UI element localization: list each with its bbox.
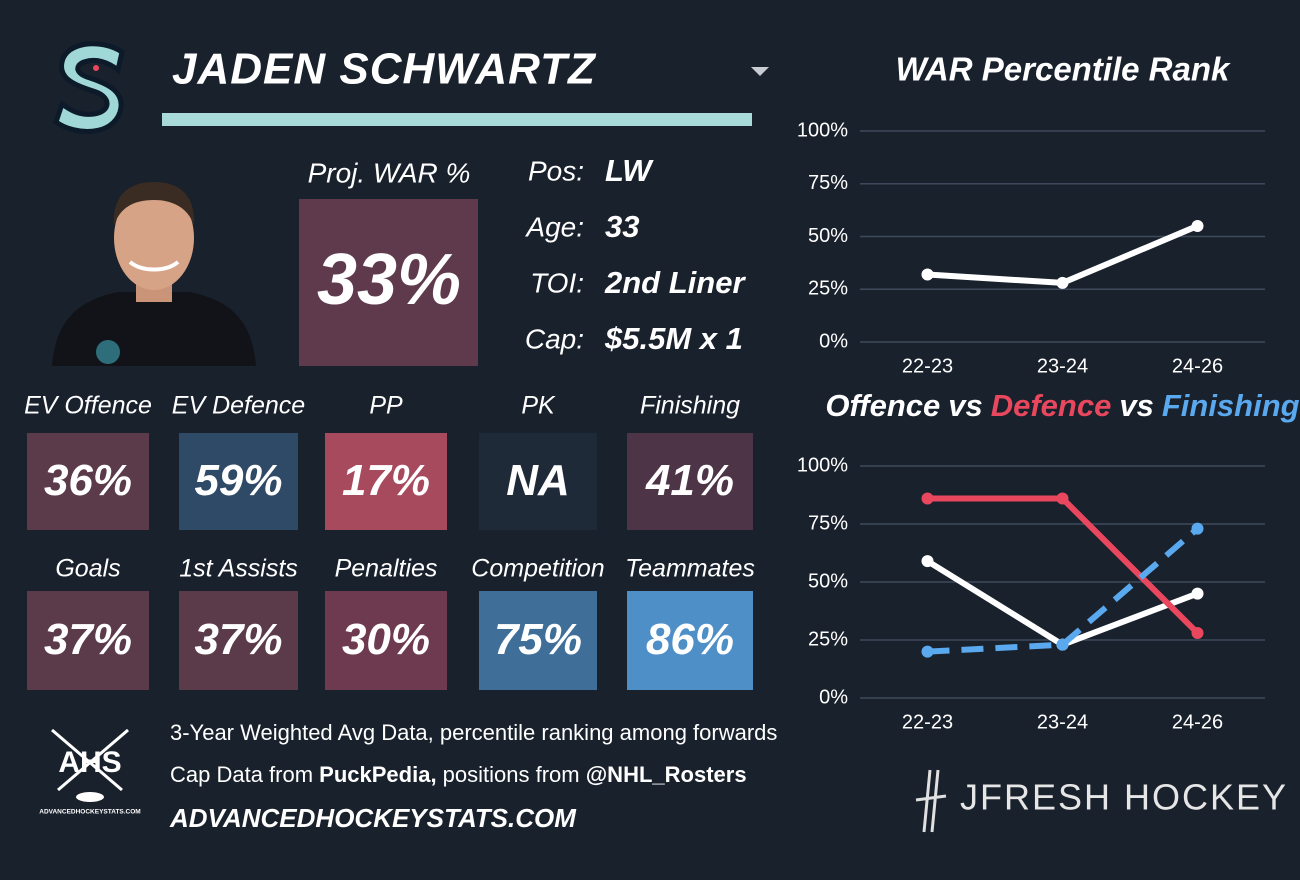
footer-line: Cap Data from PuckPedia, positions from … xyxy=(170,762,747,788)
projection-box xyxy=(299,199,478,366)
tile-label: Teammates xyxy=(625,555,755,583)
brand-logo: JFRESH HOCKEY xyxy=(915,769,1288,833)
y-tick-label: 50% xyxy=(808,225,848,247)
tile-box xyxy=(325,433,447,530)
info-value: 2nd Liner xyxy=(604,265,746,300)
series-point xyxy=(1191,522,1204,535)
tile-value: 36% xyxy=(44,456,132,505)
player-dropdown[interactable] xyxy=(751,67,769,76)
x-tick-label: 23-24 xyxy=(1037,355,1088,377)
tile-label: Penalties xyxy=(335,555,438,583)
legend-separator: vs xyxy=(1119,388,1153,423)
legend-separator: vs xyxy=(948,388,982,423)
player-name: JADEN SCHWARTZ xyxy=(172,45,597,94)
tile-label: PK xyxy=(521,392,556,420)
series-line xyxy=(927,526,1200,655)
series-point xyxy=(1191,219,1204,232)
legend-entry: Offence xyxy=(825,388,940,423)
info-label: TOI: xyxy=(530,267,584,298)
series-point xyxy=(921,268,934,281)
y-tick-label: 50% xyxy=(808,570,848,592)
series-point xyxy=(1056,276,1069,289)
tile-box xyxy=(627,591,753,690)
series-point xyxy=(921,492,934,505)
x-tick-label: 22-23 xyxy=(902,355,953,377)
info-label: Cap: xyxy=(525,323,584,354)
y-tick-label: 75% xyxy=(808,512,848,534)
tile-value: 17% xyxy=(342,456,430,505)
footer-text: PuckPedia, xyxy=(319,762,437,787)
ahs-logo-subtext: ADVANCEDHOCKEYSTATS.COM xyxy=(39,809,140,816)
tile-value: 37% xyxy=(44,615,132,664)
tile-value: 41% xyxy=(645,456,734,505)
info-value: 33 xyxy=(605,209,639,244)
tile-label: Finishing xyxy=(640,392,740,420)
info-value: LW xyxy=(605,153,654,188)
footer-text: 3-Year Weighted Avg Data, percentile ran… xyxy=(170,720,778,745)
tile-value: 59% xyxy=(194,456,282,505)
tile-label: Competition xyxy=(471,555,604,583)
y-tick-label: 25% xyxy=(808,628,848,650)
series-line xyxy=(927,223,1199,286)
y-tick-label: 100% xyxy=(797,454,848,476)
series-point xyxy=(921,645,934,658)
y-tick-label: 25% xyxy=(808,278,848,300)
name-underline xyxy=(162,113,752,126)
series-line xyxy=(925,558,1199,648)
tile-value: NA xyxy=(506,456,570,505)
tile-box xyxy=(27,433,149,530)
tile-value: 86% xyxy=(646,615,734,664)
series-point xyxy=(1056,638,1069,651)
tile-box xyxy=(325,591,447,690)
tile-box xyxy=(27,591,149,690)
ahs-logo-text: AHS xyxy=(58,746,121,779)
chart-title: WAR Percentile Rank xyxy=(896,51,1231,88)
tile-box xyxy=(627,433,753,530)
chart-legend-title: Offence vs Defence vs Finishing xyxy=(825,388,1299,423)
tile-label: PP xyxy=(369,392,403,420)
tile-label: Goals xyxy=(55,555,120,583)
tile-value: 75% xyxy=(494,615,582,664)
info-value: $5.5M x 1 xyxy=(604,321,743,356)
tile-label: EV Defence xyxy=(172,392,305,420)
player-photo xyxy=(52,182,256,366)
legend-entry: Finishing xyxy=(1162,388,1300,423)
ahs-logo: AHS ADVANCEDHOCKEYSTATS.COM xyxy=(39,728,141,816)
tile-box xyxy=(479,591,597,690)
tile-value: 37% xyxy=(194,615,282,664)
tile-value: 30% xyxy=(342,615,430,664)
projection-value: 33% xyxy=(317,240,461,320)
footer-line: 3-Year Weighted Avg Data, percentile ran… xyxy=(170,720,777,746)
tile-label: 1st Assists xyxy=(179,555,298,583)
series-point xyxy=(1056,492,1069,505)
team-logo xyxy=(53,41,125,134)
y-tick-label: 100% xyxy=(797,119,848,141)
footer-text: positions from xyxy=(436,762,586,787)
series-point xyxy=(1191,587,1204,600)
y-tick-label: 0% xyxy=(819,686,848,708)
x-tick-label: 24-26 xyxy=(1172,711,1223,733)
series-point xyxy=(1191,627,1204,640)
tile-box xyxy=(479,433,597,530)
series-point xyxy=(921,555,934,568)
projection-label: Proj. WAR % xyxy=(308,157,471,188)
brand-name: JFRESH HOCKEY xyxy=(960,777,1288,818)
info-label: Pos: xyxy=(528,155,584,186)
info-label: Age: xyxy=(524,211,584,242)
legend-entry: Defence xyxy=(991,388,1112,423)
footer-text: @NHL_Rosters xyxy=(585,762,747,787)
tile-box xyxy=(179,433,298,530)
x-tick-label: 23-24 xyxy=(1037,711,1088,733)
tile-box xyxy=(179,591,298,690)
x-tick-label: 22-23 xyxy=(902,711,953,733)
x-tick-label: 24-26 xyxy=(1172,355,1223,377)
footer-text: Cap Data from xyxy=(170,762,320,787)
y-tick-label: 75% xyxy=(808,172,848,194)
y-tick-label: 0% xyxy=(819,330,848,352)
footer-website: ADVANCEDHOCKEYSTATS.COM xyxy=(170,803,576,833)
tile-label: EV Offence xyxy=(24,392,152,420)
